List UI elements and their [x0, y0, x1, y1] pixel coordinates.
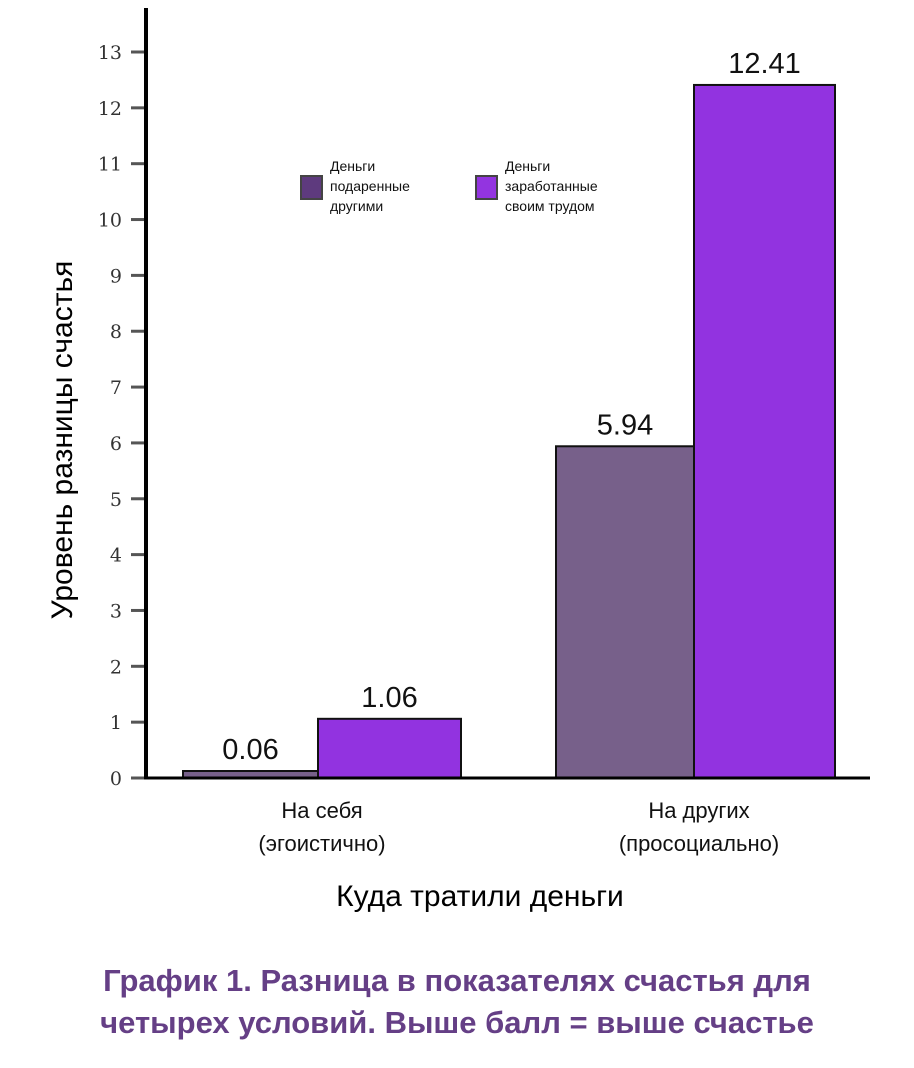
- legend-label: заработанные: [505, 178, 598, 194]
- y-tick-label: 10: [98, 210, 122, 232]
- y-tick-label: 6: [110, 433, 122, 455]
- x-category-label: На других: [648, 798, 749, 823]
- bar-earned-self: [317, 717, 462, 780]
- data-label: 12.41: [728, 48, 801, 80]
- x-category-label: На себя: [281, 798, 362, 823]
- legend-label: подаренные: [330, 178, 410, 194]
- y-axis-title: Уровень разницы счастья: [46, 261, 79, 620]
- y-tick-label: 9: [110, 265, 122, 287]
- y-tick-label: 13: [98, 42, 122, 64]
- legend-label: своим трудом: [505, 198, 595, 214]
- caption-line-1: График 1. Разница в показателях счастья …: [103, 963, 811, 998]
- legend-swatch: [475, 175, 498, 200]
- caption-line-2: четырех условий. Выше балл = выше счасть…: [100, 1005, 814, 1040]
- legend-swatch: [300, 175, 323, 200]
- y-tick-label: 8: [110, 321, 122, 343]
- y-tick-label: 1: [110, 712, 122, 734]
- y-tick-label: 5: [110, 489, 122, 511]
- y-tick-label: 0: [110, 768, 122, 790]
- y-tick-label: 2: [110, 656, 122, 678]
- x-category-label: (просоциально): [619, 831, 779, 856]
- y-tick-label: 11: [98, 154, 122, 176]
- legend-label: Деньги: [505, 158, 550, 174]
- x-axis-title: Куда тратили деньги: [336, 880, 624, 913]
- data-label: 0.06: [222, 734, 278, 766]
- y-tick-label: 4: [110, 545, 122, 567]
- bar-earned-others: [693, 83, 836, 780]
- y-tick-label: 3: [110, 600, 122, 622]
- data-label: 5.94: [597, 409, 653, 441]
- data-label: 1.06: [361, 682, 417, 714]
- legend-label: другими: [330, 198, 383, 214]
- y-tick-label: 12: [98, 98, 122, 120]
- y-tick-label: 7: [110, 377, 122, 399]
- figure-caption: График 1. Разница в показателях счастья …: [0, 960, 914, 1044]
- x-category-label: (эгоистично): [258, 831, 385, 856]
- legend-label: Деньги: [330, 158, 375, 174]
- bar-gifted-others: [555, 445, 695, 779]
